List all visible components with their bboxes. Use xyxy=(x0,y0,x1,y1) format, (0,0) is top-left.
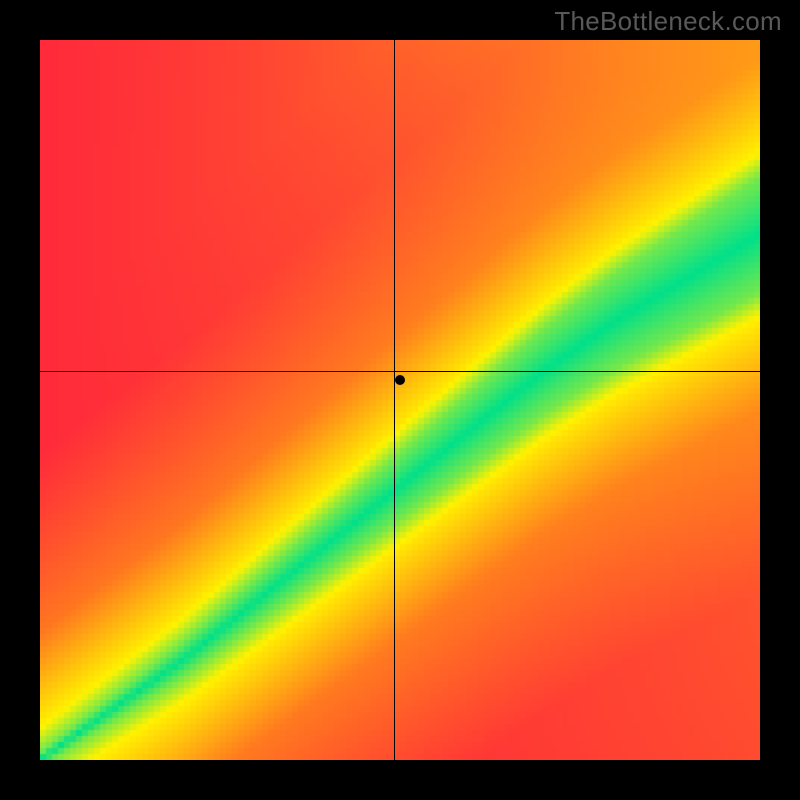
watermark-text: TheBottleneck.com xyxy=(554,6,782,37)
crosshair-horizontal xyxy=(40,371,760,372)
bottleneck-heatmap xyxy=(40,40,760,760)
page-wrapper: TheBottleneck.com xyxy=(0,0,800,800)
heatmap-canvas xyxy=(40,40,760,760)
point-marker xyxy=(395,375,405,385)
crosshair-vertical xyxy=(394,40,395,760)
